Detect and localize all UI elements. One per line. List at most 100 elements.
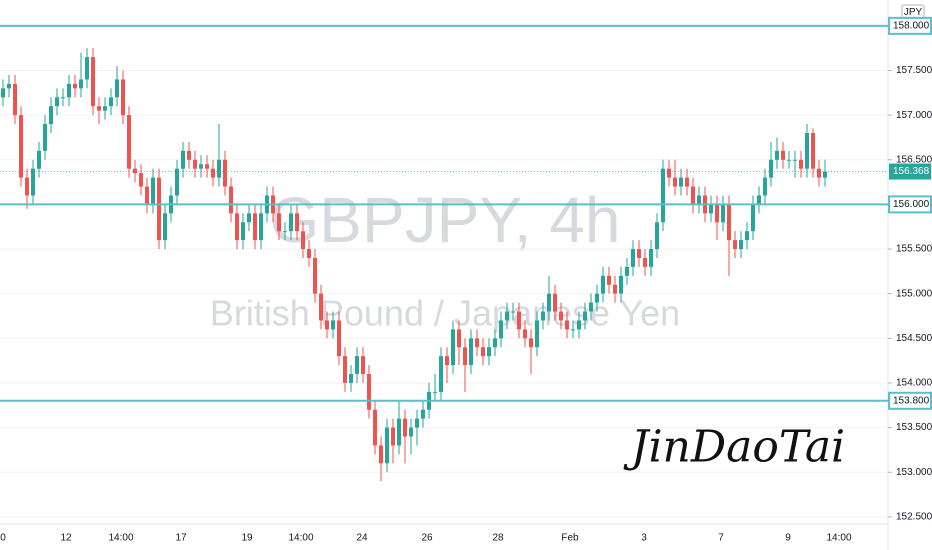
candle-body (13, 83, 17, 116)
candle-body (649, 249, 653, 267)
candle-body (163, 213, 167, 241)
candle-body (199, 164, 203, 169)
candle-body (253, 213, 257, 241)
candle-body (517, 311, 521, 330)
last-price-label: 156.368 (893, 166, 930, 177)
candle-body (409, 427, 413, 437)
candle-body (241, 222, 245, 241)
candle-body (577, 320, 581, 330)
candle-body (223, 159, 227, 187)
candle-body (811, 132, 815, 169)
candle-body (679, 177, 683, 187)
candle-body (211, 168, 215, 178)
candle-body (133, 168, 137, 174)
candle-body (349, 374, 353, 383)
candle-body (121, 79, 125, 116)
candle-body (565, 320, 569, 330)
candle-body (481, 347, 485, 357)
x-tick-label: 14:00 (826, 533, 851, 544)
candle-body (529, 338, 533, 348)
candle-body (817, 168, 821, 178)
candle-body (403, 418, 407, 437)
candle-body (823, 171, 827, 178)
candle-body (7, 83, 11, 89)
y-tick-label: 155.000 (896, 288, 932, 299)
candle-body (289, 213, 293, 232)
x-tick-label: 3 (641, 533, 647, 544)
candle-body (61, 97, 65, 99)
candle-body (187, 150, 191, 160)
candle-body (727, 204, 731, 241)
candle-body (715, 204, 719, 223)
candle-body (415, 418, 419, 428)
candle-body (805, 132, 809, 169)
candle-body (295, 213, 299, 232)
candle-body (175, 168, 179, 196)
y-tick-label: 154.500 (896, 333, 932, 344)
candle-body (553, 293, 557, 312)
candle-body (505, 311, 509, 321)
x-tick-label: 24 (356, 533, 368, 544)
candle-body (445, 356, 449, 366)
watermark-title: GBPJPY, 4h (269, 184, 620, 256)
y-tick-label: 153.500 (896, 422, 932, 433)
y-tick-label: 156.500 (896, 154, 932, 165)
candle-body (535, 320, 539, 348)
candle-body (721, 204, 725, 223)
candle-body (301, 231, 305, 250)
candle-body (589, 302, 593, 312)
y-tick-label: 155.500 (896, 244, 932, 255)
y-tick-label: 154.000 (896, 378, 932, 389)
y-tick-label: 157.000 (896, 110, 932, 121)
candle-body (751, 204, 755, 232)
candle-body (277, 213, 281, 232)
candle-body (487, 347, 491, 357)
candle-body (181, 150, 185, 169)
candle-body (781, 150, 785, 160)
candle-body (43, 124, 47, 151)
x-tick-label: 14:00 (288, 533, 313, 544)
candle-body (73, 83, 77, 89)
candle-body (745, 231, 749, 241)
candle-body (547, 293, 551, 312)
candle-body (193, 159, 197, 169)
candle-body (799, 159, 803, 169)
level-label: 153.800 (893, 395, 930, 406)
x-tick-label: Feb (561, 533, 579, 544)
candle-body (763, 177, 767, 196)
candle-body (205, 164, 209, 169)
candle-body (697, 195, 701, 205)
candle-body (385, 427, 389, 464)
candle-body (151, 177, 155, 205)
candle-body (373, 409, 377, 446)
candle-body (145, 186, 149, 205)
candle-body (625, 266, 629, 276)
candle-body (733, 240, 737, 250)
x-tick-label: 7 (718, 533, 724, 544)
candle-body (541, 311, 545, 321)
candle-body (49, 106, 53, 125)
candle-body (793, 159, 797, 161)
candle-body (757, 195, 761, 205)
x-tick-label: 0 (0, 533, 6, 544)
level-label: 158.000 (893, 20, 930, 31)
y-tick-label: 157.500 (896, 65, 932, 76)
x-tick-label: 19 (241, 533, 253, 544)
level-label: 156.000 (893, 199, 930, 210)
candle-body (379, 445, 383, 464)
candle-body (319, 293, 323, 321)
candle-body (613, 284, 617, 294)
candle-body (655, 222, 659, 250)
candle-body (283, 231, 287, 233)
candle-body (709, 204, 713, 214)
candle-body (217, 159, 221, 178)
candle-body (79, 79, 83, 89)
candle-body (247, 213, 251, 223)
candle-body (97, 106, 101, 111)
candle-body (631, 249, 635, 267)
candle-body (433, 391, 437, 393)
candle-body (91, 57, 95, 107)
candle-body (691, 186, 695, 205)
x-tick-label: 14:00 (108, 533, 133, 544)
candle-body (469, 338, 473, 366)
